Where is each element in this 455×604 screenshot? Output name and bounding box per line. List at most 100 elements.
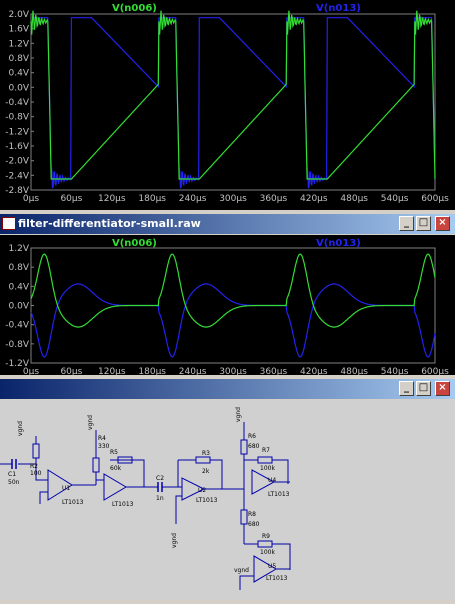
window3-titlebar[interactable]: _ □ × xyxy=(0,379,455,399)
u2-label: U2 xyxy=(198,487,206,494)
vgnd-label-3: vgnd xyxy=(171,533,178,548)
vgnd-label-2: vgnd xyxy=(87,415,94,430)
y-tick-label: 0.4V xyxy=(9,69,30,79)
amp2-part: LT1013 xyxy=(112,501,134,508)
bottom-plot-svg[interactable]: V(n006) V(n013) 1.2V 0.8V 0.4V 0.0V -0.4V -0.… xyxy=(0,235,455,377)
schematic-svg[interactable]: vgnd vgnd vgnd vgnd vgnd R2 100 C1 50n U… xyxy=(0,400,455,600)
r6-label: R6 xyxy=(248,433,256,440)
bottom-trace-green xyxy=(30,253,436,328)
y-tick-label: 0.8V xyxy=(9,54,30,64)
c2-value: 1n xyxy=(156,495,164,502)
bottom-trace-label-blue[interactable]: V(n013) xyxy=(316,238,361,249)
c1-value: 50n xyxy=(8,479,20,486)
y-tick-label: 0.0V xyxy=(9,302,30,312)
r6-value: 680 xyxy=(248,443,260,450)
x-tick-label: 120µs xyxy=(98,194,126,204)
u2-part: LT1013 xyxy=(196,497,218,504)
r2-value: 100 xyxy=(30,470,42,477)
y-tick-label: 1.2V xyxy=(9,39,30,49)
top-trace-blue xyxy=(31,17,436,189)
x-tick-label: 0µs xyxy=(23,367,39,375)
top-trace-label-blue[interactable]: V(n013) xyxy=(316,3,361,14)
y-tick-label: 1.6V xyxy=(9,25,30,35)
close-icon-2[interactable]: × xyxy=(435,381,450,396)
y-tick-label: 2.0V xyxy=(9,10,30,20)
c1-label: C1 xyxy=(8,471,16,478)
x-tick-label: 60µs xyxy=(60,367,82,375)
window2-titlebar[interactable]: filter-differentiator-small.raw _ □ × xyxy=(0,214,455,234)
maximize-icon-2[interactable]: □ xyxy=(416,381,431,396)
x-tick-label: 180µs xyxy=(138,194,166,204)
r9-label: R9 xyxy=(262,533,270,540)
y-tick-label: -1.6V xyxy=(5,142,30,152)
vgnd-label-1: vgnd xyxy=(17,421,24,436)
bottom-x-ticks: 0µs 60µs 120µs 180µs 240µs 300µs 360µs 420µs 480… xyxy=(23,367,449,377)
y-tick-label: -0.8V xyxy=(5,113,30,123)
minimize-icon-2[interactable]: _ xyxy=(399,381,414,396)
r4-label: R4 xyxy=(98,435,106,442)
y-tick-label: -1.2V xyxy=(5,359,30,369)
u1-label: U1 xyxy=(62,485,70,492)
r4-value: 330 xyxy=(98,443,110,450)
top-plot-panel: V(n006) V(n013) 2.0V 1.6V 1.2V 0.8V 0.4V 0.0V… xyxy=(0,0,455,210)
r8-label: R8 xyxy=(248,511,256,518)
x-tick-label: 360µs xyxy=(260,194,288,204)
x-tick-label: 300µs xyxy=(219,367,247,375)
maximize-icon[interactable]: □ xyxy=(416,216,431,231)
y-tick-label: 1.2V xyxy=(9,244,30,254)
r8-value: 680 xyxy=(248,521,260,528)
minimize-icon[interactable]: _ xyxy=(399,216,414,231)
top-trace-green xyxy=(30,10,436,180)
y-tick-label: -0.8V xyxy=(5,340,30,350)
x-tick-label: 300µs xyxy=(219,194,247,204)
y-tick-label: -0.4V xyxy=(5,321,30,331)
r3-label: R3 xyxy=(202,450,210,457)
u4-label: U4 xyxy=(268,477,276,484)
y-tick-label: -2.4V xyxy=(5,171,30,181)
x-tick-label: 240µs xyxy=(179,367,207,375)
r7-value: 100k xyxy=(260,465,275,472)
x-tick-label: 120µs xyxy=(98,367,126,375)
bottom-trace-blue xyxy=(30,283,436,358)
y-tick-label: -1.2V xyxy=(5,127,30,137)
y-tick-label: -2.8V xyxy=(5,186,30,196)
y-tick-label: -2.0V xyxy=(5,157,30,167)
u1-part: LT1013 xyxy=(62,499,84,506)
top-plot-frame xyxy=(30,13,436,191)
r3-value: 2k xyxy=(202,468,210,475)
x-tick-label: 600µs xyxy=(421,367,449,375)
bottom-trace-label-green[interactable]: V(n006) xyxy=(112,238,157,249)
x-tick-label: 420µs xyxy=(300,367,328,375)
x-tick-label: 540µs xyxy=(381,194,409,204)
waveform-app-icon xyxy=(2,217,16,230)
x-tick-label: 480µs xyxy=(340,194,368,204)
x-tick-label: 0µs xyxy=(23,194,39,204)
x-tick-label: 420µs xyxy=(300,194,328,204)
top-plot-svg[interactable]: V(n006) V(n013) 2.0V 1.6V 1.2V 0.8V 0.4V 0.0V… xyxy=(0,0,455,210)
vgnd-label-4: vgnd xyxy=(235,407,242,422)
c2-label: C2 xyxy=(156,475,164,482)
r5-value: 60k xyxy=(110,465,122,472)
schematic-panel[interactable]: vgnd vgnd vgnd vgnd vgnd R2 100 C1 50n U… xyxy=(0,400,455,600)
y-tick-label: -0.4V xyxy=(5,98,30,108)
y-tick-label: 0.4V xyxy=(9,282,30,292)
bottom-y-ticks: 1.2V 0.8V 0.4V 0.0V -0.4V -0.8V -1.2V xyxy=(5,244,34,369)
y-tick-label: 0.8V xyxy=(9,263,30,273)
top-x-ticks: 0µs 60µs 120µs 180µs 240µs 300µs 360µs 420µs 480… xyxy=(23,194,449,204)
close-icon[interactable]: × xyxy=(435,216,450,231)
vgnd-label-5: vgnd xyxy=(234,567,249,574)
x-tick-label: 240µs xyxy=(179,194,207,204)
r2-label: R2 xyxy=(30,463,38,470)
u5-label: U5 xyxy=(268,563,276,570)
u5-part: LT1013 xyxy=(266,575,288,582)
x-tick-label: 360µs xyxy=(260,367,288,375)
u4-part: LT1013 xyxy=(268,491,290,498)
x-tick-label: 600µs xyxy=(421,194,449,204)
r7-label: R7 xyxy=(262,447,270,454)
top-trace-label-green[interactable]: V(n006) xyxy=(112,3,157,14)
x-tick-label: 60µs xyxy=(60,194,82,204)
top-y-ticks: 2.0V 1.6V 1.2V 0.8V 0.4V 0.0V -0.4V -0.8V -1.2V -… xyxy=(5,10,34,196)
window2-title: filter-differentiator-small.raw xyxy=(18,217,201,230)
r9-value: 100k xyxy=(260,549,275,556)
y-tick-label: 0.0V xyxy=(9,83,30,93)
